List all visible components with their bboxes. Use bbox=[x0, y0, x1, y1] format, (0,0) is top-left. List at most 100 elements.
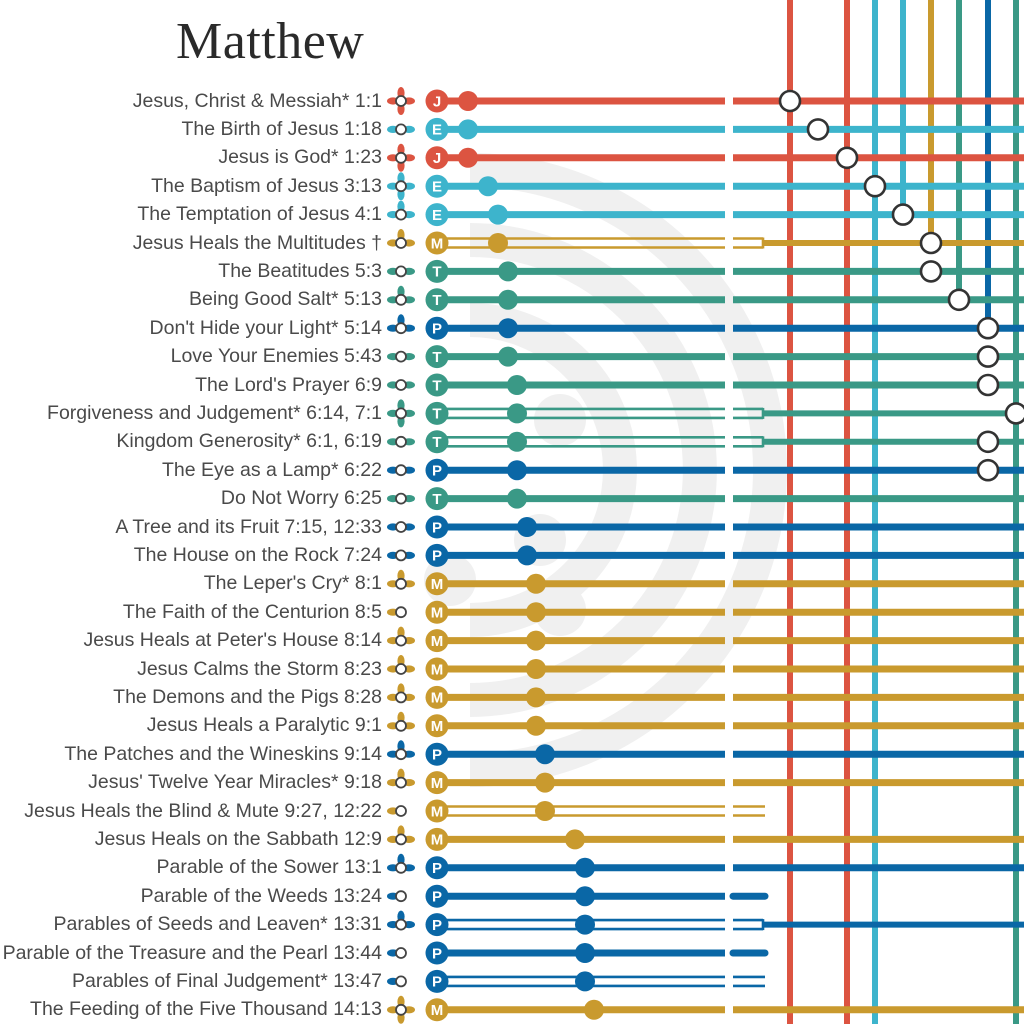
story-row: T bbox=[387, 285, 1024, 312]
story-label: Parable of the Treasure and the Pearl 13… bbox=[2, 941, 382, 964]
transfer-station-icon bbox=[976, 373, 1000, 397]
story-dot bbox=[498, 289, 518, 310]
story-row: P bbox=[387, 941, 769, 965]
station-side-icon bbox=[387, 435, 415, 448]
badge-letter: M bbox=[431, 690, 444, 707]
story-row: P bbox=[387, 969, 765, 993]
station-ring bbox=[395, 322, 407, 335]
story-label: The Temptation of Jesus 4:1 bbox=[137, 203, 382, 226]
story-label: The Demons and the Pigs 8:28 bbox=[113, 685, 382, 708]
station-up-icon bbox=[387, 683, 415, 704]
transfer-station-icon bbox=[778, 89, 802, 113]
story-label: Parable of the Sower 13:1 bbox=[156, 856, 382, 879]
story-dot bbox=[526, 715, 546, 736]
story-dot bbox=[458, 147, 478, 168]
station-ring bbox=[395, 492, 407, 505]
story-dot bbox=[526, 659, 546, 679]
story-label: Jesus Heals on the Sabbath 12:9 bbox=[94, 827, 382, 850]
badge-letter: T bbox=[432, 264, 441, 281]
story-label: The Lord's Prayer 6:9 bbox=[195, 373, 382, 396]
story-label: The Patches and the Wineskins 9:14 bbox=[64, 742, 382, 765]
story-row: E bbox=[387, 117, 1024, 141]
badge-letter: P bbox=[432, 519, 442, 536]
station-ring bbox=[395, 634, 407, 647]
badge-letter: P bbox=[432, 974, 442, 991]
station-up-icon bbox=[387, 569, 415, 590]
transfer-station-icon bbox=[891, 203, 915, 226]
story-row: T bbox=[387, 373, 1024, 397]
station-ring bbox=[395, 691, 407, 704]
badge-J bbox=[425, 146, 449, 170]
badge-letter: M bbox=[431, 576, 444, 593]
story-dot bbox=[565, 829, 585, 850]
story-label: Jesus Heals at Peter's House 8:14 bbox=[83, 629, 382, 652]
story-label: The Beatitudes 5:3 bbox=[218, 259, 382, 282]
story-row: E bbox=[387, 200, 1024, 227]
badge-letter: P bbox=[432, 321, 442, 338]
station-up-icon bbox=[387, 768, 415, 789]
story-dot bbox=[575, 943, 595, 963]
station-ring bbox=[395, 805, 407, 817]
story-label: Jesus, Christ & Messiah* 1:1 bbox=[132, 89, 382, 112]
page-title: Matthew bbox=[176, 13, 365, 70]
station-side-icon bbox=[387, 492, 415, 505]
badge-T bbox=[425, 259, 449, 283]
story-label: Jesus is God* 1:23 bbox=[218, 146, 382, 169]
badge-P bbox=[425, 742, 449, 766]
station-side-icon bbox=[387, 464, 415, 477]
badge-E bbox=[425, 117, 449, 141]
badge-letter: M bbox=[431, 605, 444, 622]
story-label: Do Not Worry 6:25 bbox=[220, 487, 382, 510]
station-side-icon bbox=[387, 350, 415, 363]
badge-M bbox=[425, 629, 449, 653]
story-label: Parables of Final Judgement* 13:47 bbox=[71, 969, 382, 992]
badge-M bbox=[425, 714, 449, 738]
story-row: T bbox=[387, 399, 1024, 428]
story-row: T bbox=[387, 487, 1024, 511]
story-row: J bbox=[387, 87, 1024, 115]
transfer-station-icon bbox=[976, 458, 1000, 482]
station-up-icon bbox=[387, 200, 415, 221]
station-ring bbox=[395, 208, 407, 221]
story-dot bbox=[526, 573, 546, 594]
station-left-icon bbox=[387, 975, 407, 988]
badge-letter: P bbox=[432, 889, 442, 906]
badge-P bbox=[425, 856, 449, 880]
badge-letter: P bbox=[432, 548, 442, 565]
badge-P bbox=[425, 515, 449, 539]
story-label: Kingdom Generosity* 6:1, 6:19 bbox=[116, 430, 382, 453]
badge-letter: T bbox=[432, 349, 441, 366]
story-row: P bbox=[387, 458, 1024, 482]
station-ring bbox=[395, 833, 407, 846]
story-label: The Faith of the Centurion 8:5 bbox=[122, 600, 382, 623]
story-label: Jesus Heals the Multitudes † bbox=[132, 231, 382, 254]
story-label: The Baptism of Jesus 3:13 bbox=[151, 174, 382, 197]
story-label: The House on the Rock 7:24 bbox=[133, 543, 382, 566]
badge-E bbox=[425, 203, 449, 227]
station-ring bbox=[395, 606, 407, 619]
badge-E bbox=[425, 174, 449, 198]
badge-letter: T bbox=[432, 406, 441, 423]
station-side-icon bbox=[387, 521, 415, 533]
badge-M bbox=[425, 799, 449, 823]
station-up-icon bbox=[387, 740, 415, 761]
station-ring bbox=[395, 350, 407, 363]
badge-letter: E bbox=[432, 207, 442, 224]
badge-P bbox=[425, 316, 449, 340]
station-ring bbox=[395, 549, 407, 562]
badge-T bbox=[425, 373, 449, 397]
station-up-icon bbox=[387, 655, 415, 675]
station-ring bbox=[395, 407, 407, 420]
story-dot bbox=[575, 857, 595, 878]
story-row: T bbox=[387, 430, 1024, 454]
badge-letter: P bbox=[432, 747, 442, 764]
story-label: The Eye as a Lamp* 6:22 bbox=[161, 458, 382, 481]
story-row: M bbox=[387, 711, 1024, 738]
story-label: Parable of the Weeds 13:24 bbox=[140, 884, 382, 907]
badge-T bbox=[425, 345, 449, 369]
station-left-icon bbox=[387, 890, 407, 903]
badge-letter: M bbox=[431, 661, 444, 678]
badge-M bbox=[425, 771, 449, 795]
badge-letter: P bbox=[432, 945, 442, 962]
